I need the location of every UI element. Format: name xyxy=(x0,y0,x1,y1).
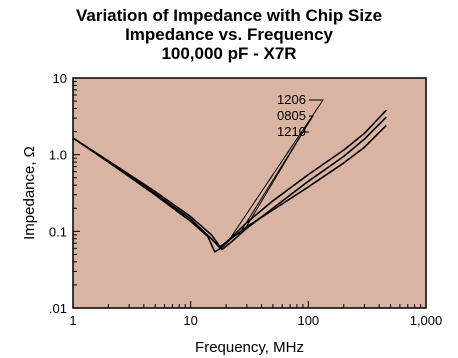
x-tick-label: 10 xyxy=(183,313,197,328)
series-label-1206: 1206 xyxy=(277,92,306,107)
chart-title-line-2: Impedance vs. Frequency xyxy=(125,25,333,44)
series-label-1210: 1210 xyxy=(277,124,306,139)
y-tick-label: .01 xyxy=(49,301,67,316)
series-line-1210 xyxy=(72,124,387,253)
series-leader-0805 xyxy=(237,115,314,237)
series-label-0805: 0805 xyxy=(277,108,306,123)
plot-area xyxy=(72,77,427,309)
series-line-0805 xyxy=(72,116,387,251)
x-axis-label: Frequency, MHz xyxy=(195,339,304,356)
x-tick-label: 100 xyxy=(297,313,319,328)
chart-title-line-1: Variation of Impedance with Chip Size xyxy=(75,6,383,25)
series-leader-1206 xyxy=(229,99,324,239)
y-axis-label: Impedance, Ω xyxy=(21,146,38,240)
x-tick-label: 1,000 xyxy=(410,313,443,328)
series-leader-1210 xyxy=(245,131,309,228)
y-tick-label: 0.1 xyxy=(49,224,67,239)
tick-layer: 1 10 100 1,000 .01 0.1 1.0 10 xyxy=(49,71,442,328)
x-tick-label: 1 xyxy=(69,313,76,328)
series-layer xyxy=(72,109,387,253)
y-tick-label: 1.0 xyxy=(49,148,67,163)
chart-title-line-3: 100,000 pF - X7R xyxy=(161,44,297,63)
y-tick-label: 10 xyxy=(53,71,67,86)
